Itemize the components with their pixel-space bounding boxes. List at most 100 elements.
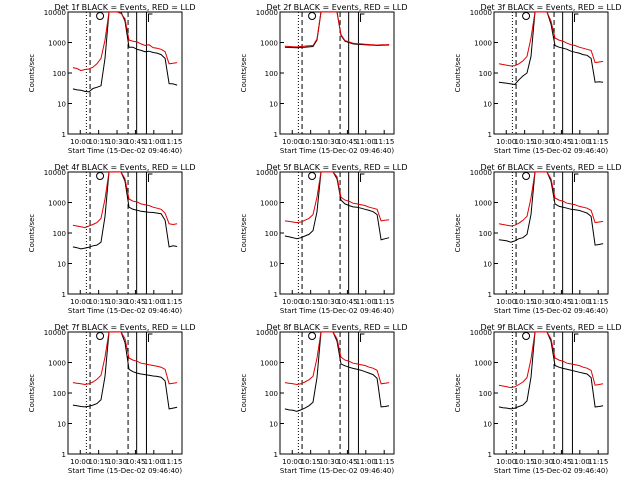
marker-circle: [96, 12, 105, 20]
lld-series-line: [284, 332, 390, 386]
y-tick-label: 10: [483, 101, 492, 109]
y-tick-label: 10000: [44, 329, 66, 337]
panel-title: Det 5f BLACK = Events, RED = LLD: [266, 163, 407, 172]
y-axis-title: Counts/sec: [240, 54, 248, 93]
marker-box-corner: [147, 173, 153, 182]
plot-frame: [279, 331, 395, 455]
y-axis-title: Counts/sec: [28, 214, 36, 253]
marker-box-corner: [359, 173, 365, 182]
y-tick-label: 100: [265, 70, 278, 78]
x-tick-label: 11:15: [588, 458, 608, 466]
y-tick-label: 1: [62, 131, 66, 139]
y-tick-label: 1000: [48, 360, 66, 368]
x-tick-label: 10:00: [496, 298, 516, 306]
marker-circle: [96, 332, 105, 340]
x-axis-title: Start Time (15-Dec-02 09:46:40): [280, 467, 394, 475]
lld-series-line: [284, 12, 390, 48]
x-tick-label: 10:00: [282, 458, 302, 466]
marker-circle: [522, 12, 531, 20]
y-tick-label: 1000: [474, 40, 492, 48]
x-tick-label: 11:15: [162, 298, 182, 306]
events-series-line: [284, 332, 390, 412]
plot-frame: [67, 331, 183, 455]
marker-box-corner: [147, 13, 153, 22]
y-tick-label: 10000: [256, 169, 278, 177]
y-tick-label: 10: [57, 421, 66, 429]
x-tick-label: 10:45: [337, 458, 357, 466]
y-tick-label: 1: [488, 291, 492, 299]
plot-frame: [493, 11, 609, 135]
x-tick-label: 10:15: [515, 298, 535, 306]
y-tick-label: 1000: [48, 200, 66, 208]
y-tick-label: 10000: [470, 9, 492, 17]
x-tick-label: 10:15: [89, 298, 109, 306]
y-tick-label: 1: [488, 451, 492, 459]
x-tick-label: 10:30: [319, 458, 339, 466]
x-tick-label: 11:15: [588, 138, 608, 146]
x-tick-label: 11:15: [374, 138, 394, 146]
panel-title: Det 2f BLACK = Events, RED = LLD: [266, 3, 407, 12]
marker-circle: [308, 172, 317, 180]
x-tick-label: 10:15: [301, 298, 321, 306]
x-tick-label: 11:15: [374, 298, 394, 306]
panel-title: Det 9f BLACK = Events, RED = LLD: [480, 323, 621, 332]
marker-box-corner: [359, 13, 365, 22]
x-tick-label: 10:30: [107, 298, 127, 306]
y-tick-label: 10000: [256, 9, 278, 17]
y-tick-label: 1: [274, 291, 278, 299]
y-tick-label: 10: [483, 421, 492, 429]
marker-circle: [308, 332, 317, 340]
x-tick-label: 10:00: [70, 138, 90, 146]
events-series-line: [72, 12, 178, 93]
x-axis-title: Start Time (15-Dec-02 09:46:40): [280, 307, 394, 315]
y-tick-label: 100: [53, 70, 66, 78]
events-series-line: [72, 172, 178, 250]
plot-frame: [279, 171, 395, 295]
x-tick-label: 11:15: [162, 138, 182, 146]
y-tick-label: 1: [62, 291, 66, 299]
y-tick-label: 10000: [256, 329, 278, 337]
x-tick-label: 10:30: [319, 138, 339, 146]
panel-title: Det 1f BLACK = Events, RED = LLD: [54, 3, 195, 12]
x-tick-label: 10:15: [515, 138, 535, 146]
lld-series-line: [284, 172, 390, 224]
x-tick-label: 10:15: [89, 138, 109, 146]
panel-title: Det 8f BLACK = Events, RED = LLD: [266, 323, 407, 332]
y-tick-label: 100: [479, 390, 492, 398]
marker-circle: [308, 12, 317, 20]
y-axis-title: Counts/sec: [28, 374, 36, 413]
x-tick-label: 10:15: [301, 458, 321, 466]
panel-title: Det 4f BLACK = Events, RED = LLD: [54, 163, 195, 172]
panel-title: Det 3f BLACK = Events, RED = LLD: [480, 3, 621, 12]
x-tick-label: 10:45: [125, 138, 145, 146]
y-tick-label: 1: [62, 451, 66, 459]
plot-frame: [67, 11, 183, 135]
x-tick-label: 10:00: [282, 138, 302, 146]
marker-circle: [96, 172, 105, 180]
panel-title: Det 6f BLACK = Events, RED = LLD: [480, 163, 621, 172]
x-tick-label: 10:30: [107, 138, 127, 146]
x-tick-label: 11:00: [570, 298, 590, 306]
marker-box-corner: [147, 333, 153, 342]
y-tick-label: 1000: [474, 200, 492, 208]
x-tick-label: 10:45: [551, 298, 571, 306]
x-tick-label: 10:00: [496, 138, 516, 146]
lld-series-line: [72, 12, 178, 72]
y-axis-title: Counts/sec: [240, 374, 248, 413]
y-tick-label: 10: [57, 101, 66, 109]
events-series-line: [72, 332, 178, 410]
marker-box-corner: [573, 173, 579, 182]
x-tick-label: 10:00: [70, 298, 90, 306]
y-tick-label: 1000: [260, 40, 278, 48]
x-tick-label: 10:45: [125, 298, 145, 306]
x-tick-label: 10:00: [496, 458, 516, 466]
y-tick-label: 100: [265, 390, 278, 398]
y-tick-label: 10000: [470, 329, 492, 337]
plot-frame: [493, 331, 609, 455]
x-tick-label: 10:30: [533, 458, 553, 466]
lld-series-line: [72, 172, 178, 229]
x-tick-label: 10:30: [533, 138, 553, 146]
